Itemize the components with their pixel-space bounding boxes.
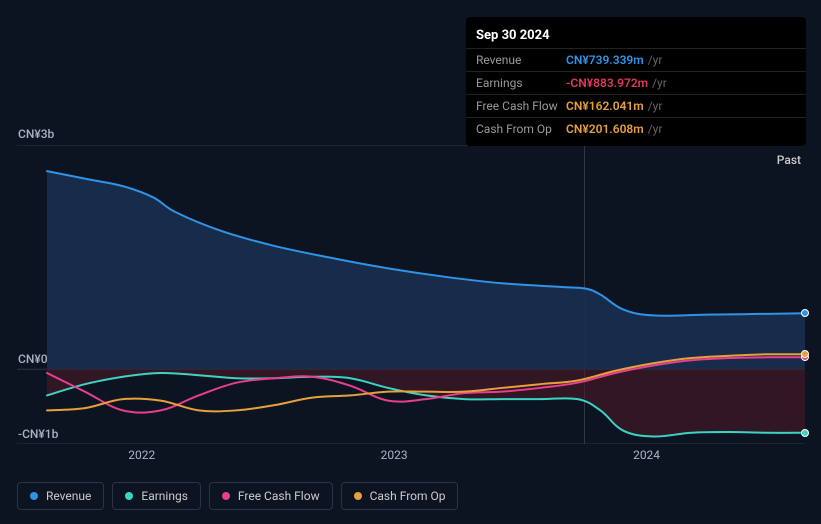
legend-item-earnings[interactable]: Earnings [112,482,201,510]
legend-item-label: Revenue [46,489,91,503]
tooltip-row-value: -CN¥883.972m [566,76,648,90]
tooltip-row-suffix: /yr [648,122,663,136]
x-axis: 2022 2023 2024 [17,448,805,468]
series-end-marker [801,309,809,317]
tooltip-row-suffix: /yr [652,76,667,90]
chart-svg [17,145,805,444]
legend-item-label: Earnings [141,489,188,503]
legend-item-cash-from-op[interactable]: Cash From Op [341,482,459,510]
legend-dot-icon [30,492,38,500]
tooltip-row: Earnings-CN¥883.972m/yr [466,72,806,95]
tooltip-row-label: Cash From Op [476,122,566,136]
legend-dot-icon [354,492,362,500]
legend-dot-icon [125,492,133,500]
tooltip-row-label: Earnings [476,76,566,90]
tooltip-row-value: CN¥162.041m [566,99,644,113]
tooltip-row: Cash From OpCN¥201.608m/yr [466,118,806,140]
tooltip-row-label: Revenue [476,53,566,67]
legend-item-label: Free Cash Flow [238,489,320,503]
x-axis-label: 2022 [128,448,155,462]
x-axis-label: 2024 [633,448,660,462]
tooltip-card: Sep 30 2024 RevenueCN¥739.339m/yrEarning… [466,17,806,146]
series-end-marker [801,429,809,437]
chart-area [17,145,805,444]
tooltip-row-suffix: /yr [648,53,663,67]
x-axis-label: 2023 [381,448,408,462]
tooltip-date: Sep 30 2024 [466,23,806,49]
series-end-marker [801,350,809,358]
tooltip-row-label: Free Cash Flow [476,99,566,113]
tooltip-row: RevenueCN¥739.339m/yr [466,49,806,72]
tooltip-row-value: CN¥201.608m [566,122,644,136]
legend-item-label: Cash From Op [370,489,446,503]
legend: Revenue Earnings Free Cash Flow Cash From O… [17,482,458,510]
legend-item-revenue[interactable]: Revenue [17,482,104,510]
y-axis-label: CN¥3b [18,127,54,141]
tooltip-row-suffix: /yr [648,99,663,113]
legend-item-free-cash-flow[interactable]: Free Cash Flow [209,482,333,510]
tooltip-row-value: CN¥739.339m [566,53,644,67]
legend-dot-icon [222,492,230,500]
tooltip-row: Free Cash FlowCN¥162.041m/yr [466,95,806,118]
series-area-earnings [47,369,805,436]
